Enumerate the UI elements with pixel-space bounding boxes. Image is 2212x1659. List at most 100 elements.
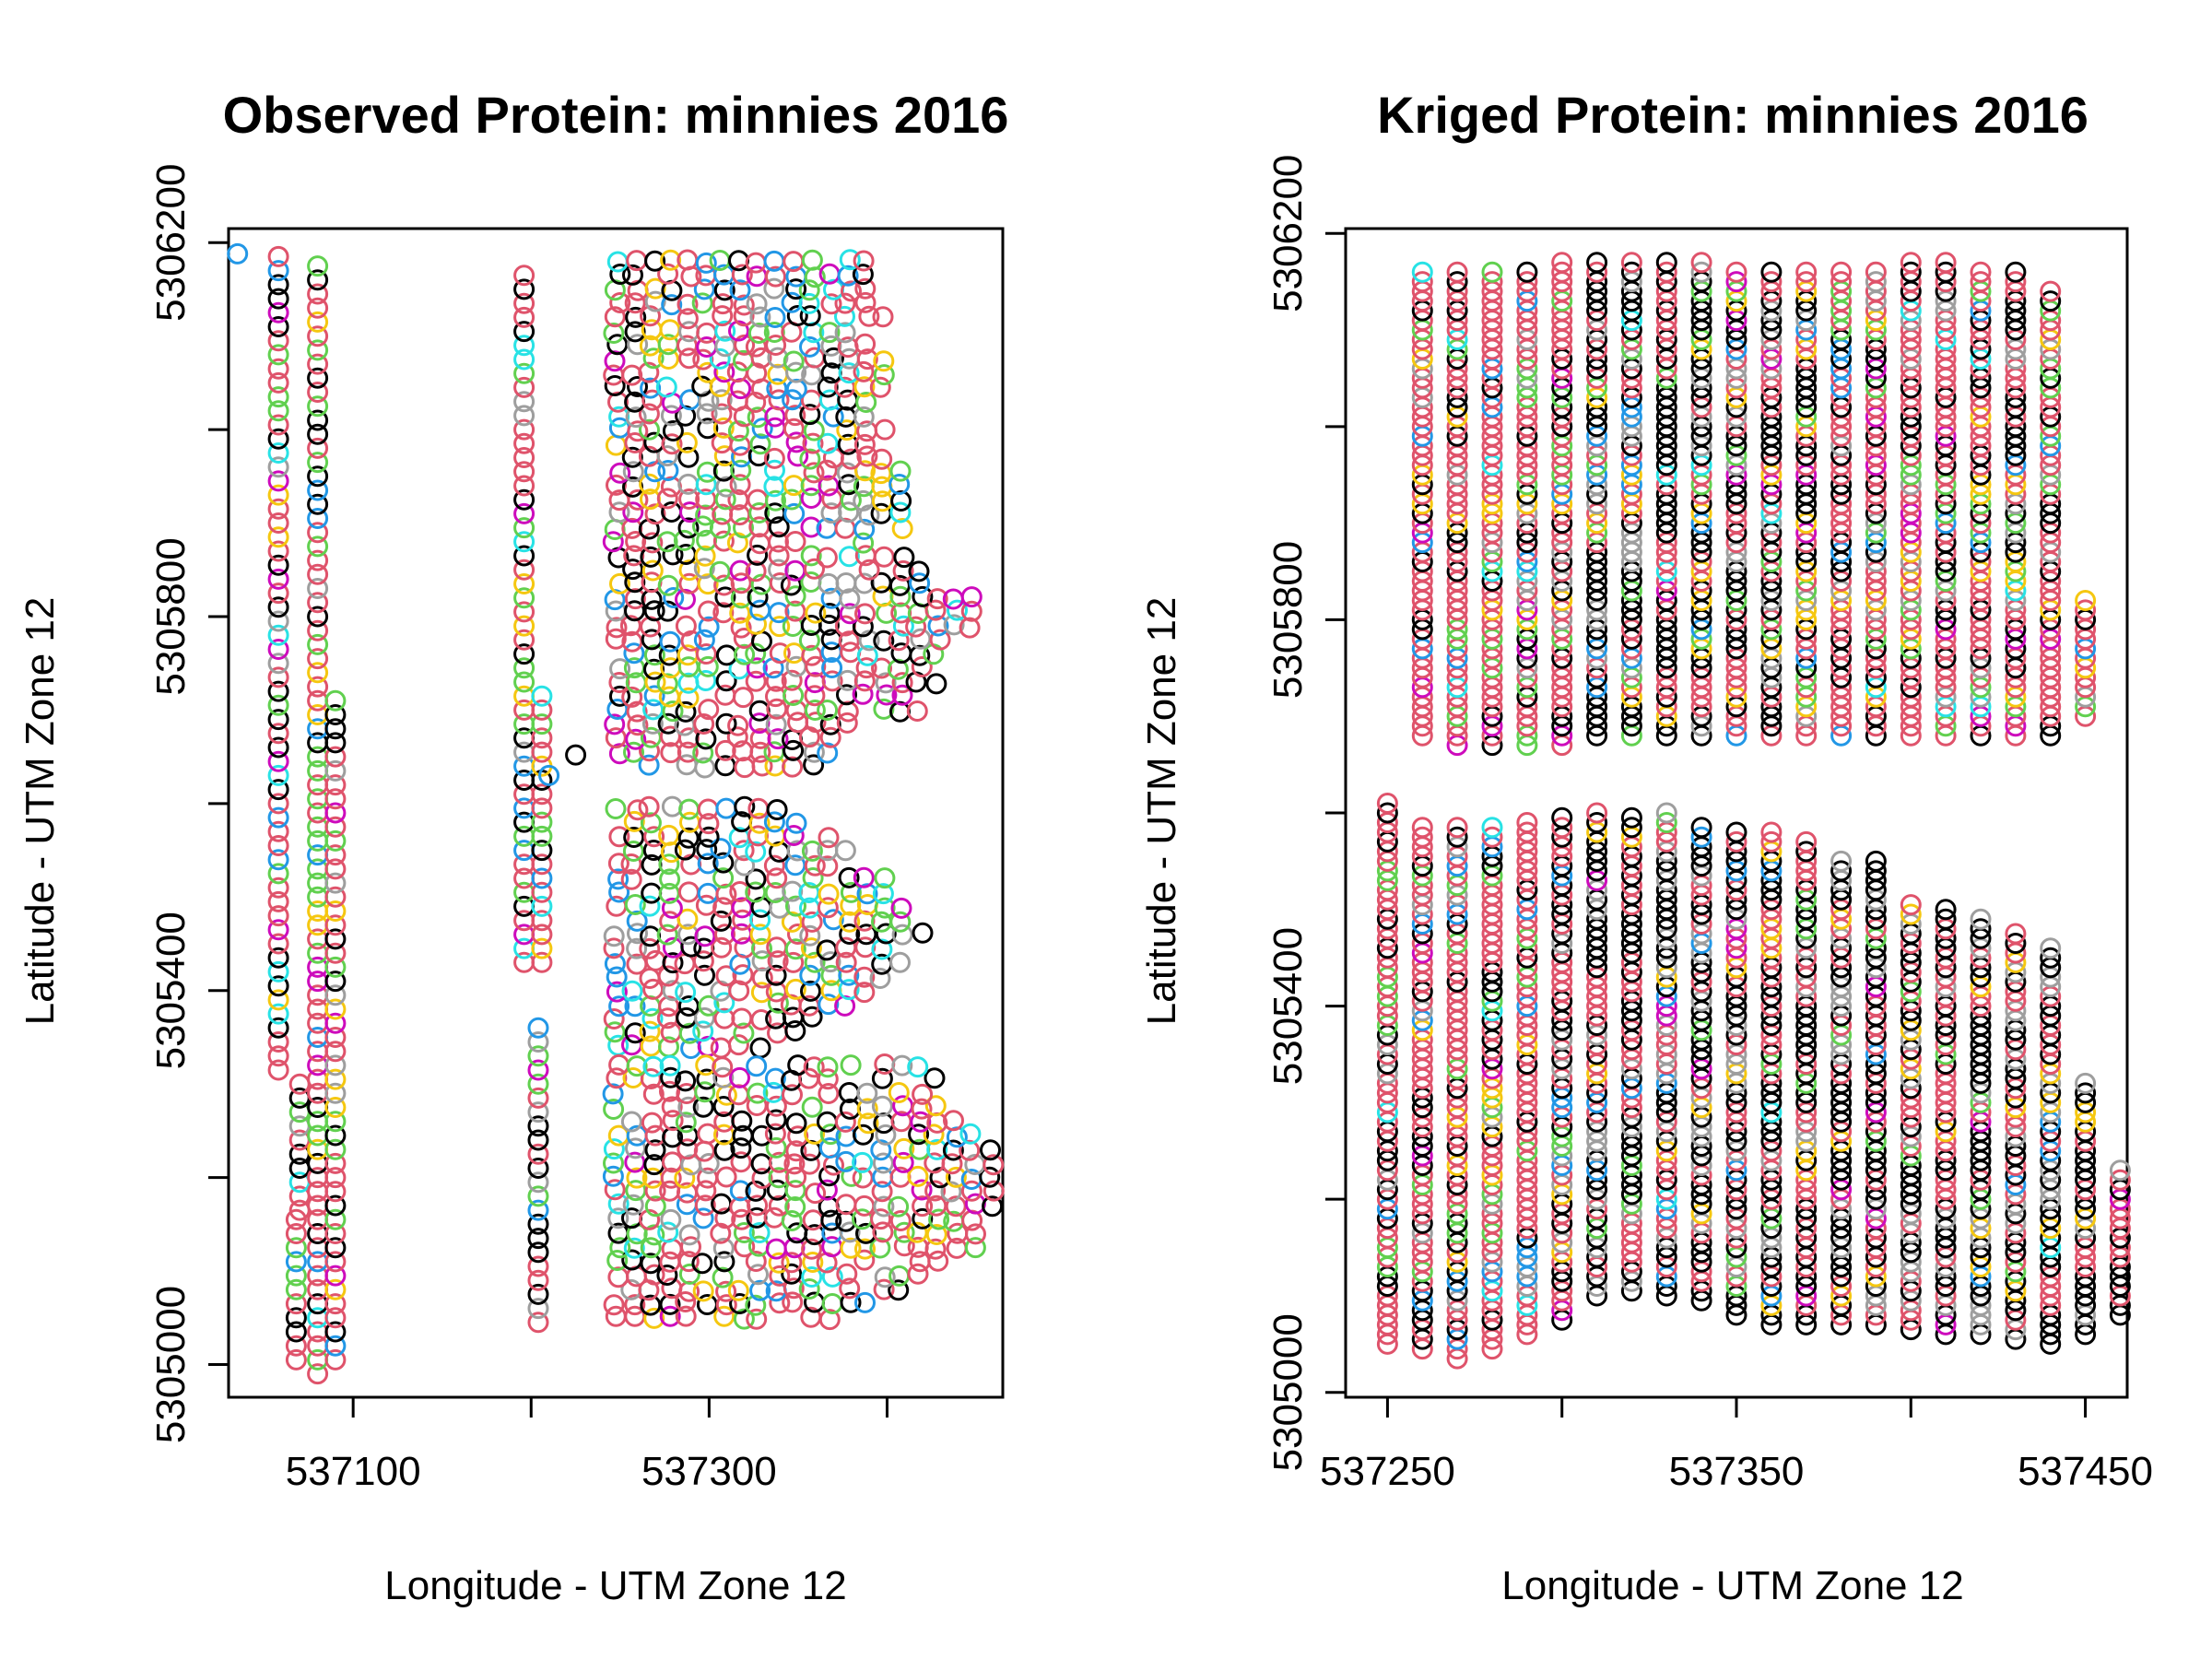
data-point	[803, 1056, 825, 1078]
data-point	[608, 826, 630, 848]
data-point	[693, 1006, 715, 1029]
data-point	[643, 826, 665, 848]
data-point	[750, 982, 772, 1004]
data-point	[734, 334, 756, 356]
data-point	[1830, 860, 1853, 882]
data-point	[715, 1166, 737, 1188]
data-point	[787, 1125, 809, 1147]
data-point	[659, 630, 681, 653]
data-point	[656, 488, 678, 510]
data-point	[307, 479, 329, 501]
data-point	[609, 462, 631, 484]
data-point	[745, 560, 767, 582]
data-point	[1795, 841, 1818, 863]
data-point	[819, 713, 841, 735]
data-point	[2075, 590, 2097, 611]
data-point	[2005, 261, 2027, 283]
data-point	[834, 292, 856, 314]
data-point	[751, 950, 773, 972]
data-point	[873, 350, 895, 372]
data-point	[698, 813, 720, 835]
data-point	[799, 305, 821, 327]
data-point	[324, 718, 347, 740]
data-point	[2005, 923, 2027, 945]
data-point	[642, 1083, 665, 1105]
data-point	[267, 414, 289, 436]
data-point	[641, 389, 664, 411]
data-point	[698, 1153, 720, 1174]
observed-plot-frame	[227, 227, 1005, 1399]
data-point	[267, 512, 289, 534]
data-point	[892, 1151, 914, 1173]
data-point	[621, 630, 643, 653]
data-point	[324, 1041, 347, 1063]
data-point	[678, 1022, 700, 1044]
data-point	[924, 1180, 947, 1202]
data-point	[729, 602, 751, 624]
data-point	[853, 1249, 876, 1271]
data-point	[840, 1291, 862, 1313]
data-point	[603, 937, 625, 959]
data-point	[893, 1137, 915, 1159]
data-point	[766, 378, 788, 400]
data-point	[817, 897, 839, 919]
data-point	[782, 739, 805, 761]
data-point	[538, 764, 560, 786]
data-point	[324, 704, 347, 725]
data-point	[513, 418, 535, 441]
data-point	[603, 1294, 625, 1316]
data-point	[834, 305, 855, 327]
data-point	[307, 633, 329, 655]
data-point	[267, 330, 289, 352]
data-point	[784, 585, 806, 607]
data-point	[876, 684, 898, 706]
data-point	[834, 322, 856, 344]
data-point	[324, 1237, 347, 1259]
data-point	[798, 1153, 820, 1175]
data-point	[747, 445, 770, 467]
data-point	[821, 657, 843, 678]
data-point	[715, 1294, 737, 1316]
data-point	[839, 588, 861, 610]
data-point	[531, 727, 553, 749]
y-tick-label: 5305000	[1265, 1313, 1311, 1471]
data-point	[639, 1208, 661, 1230]
data-point	[817, 855, 839, 877]
data-point	[662, 1110, 684, 1132]
data-point	[712, 1237, 735, 1259]
data-point	[838, 362, 860, 384]
data-point	[733, 305, 755, 327]
data-point	[853, 572, 876, 594]
data-point	[853, 1194, 876, 1217]
data-point	[1620, 817, 1642, 839]
data-point	[751, 1124, 772, 1147]
data-point	[1551, 806, 1573, 829]
data-point	[751, 755, 773, 777]
data-point	[747, 586, 769, 608]
data-point	[267, 653, 289, 675]
data-point	[678, 798, 700, 820]
data-point	[856, 644, 878, 666]
data-point	[943, 1110, 964, 1132]
data-point	[606, 981, 628, 1003]
data-point	[695, 643, 717, 665]
data-point	[513, 405, 535, 427]
data-point	[873, 629, 895, 652]
data-point	[798, 1278, 820, 1300]
data-point	[1760, 821, 1783, 843]
data-point	[1655, 812, 1677, 833]
data-point	[748, 502, 771, 524]
data-point	[513, 475, 535, 497]
data-point	[307, 563, 329, 585]
data-point	[854, 333, 877, 355]
data-point	[513, 348, 535, 371]
data-point	[923, 1124, 945, 1146]
data-point	[640, 377, 662, 399]
data-point	[513, 629, 535, 651]
data-point	[889, 911, 912, 933]
data-point	[675, 1305, 697, 1327]
data-point	[805, 712, 827, 734]
data-point	[854, 936, 877, 959]
data-point	[267, 456, 289, 478]
data-point	[285, 1321, 307, 1343]
